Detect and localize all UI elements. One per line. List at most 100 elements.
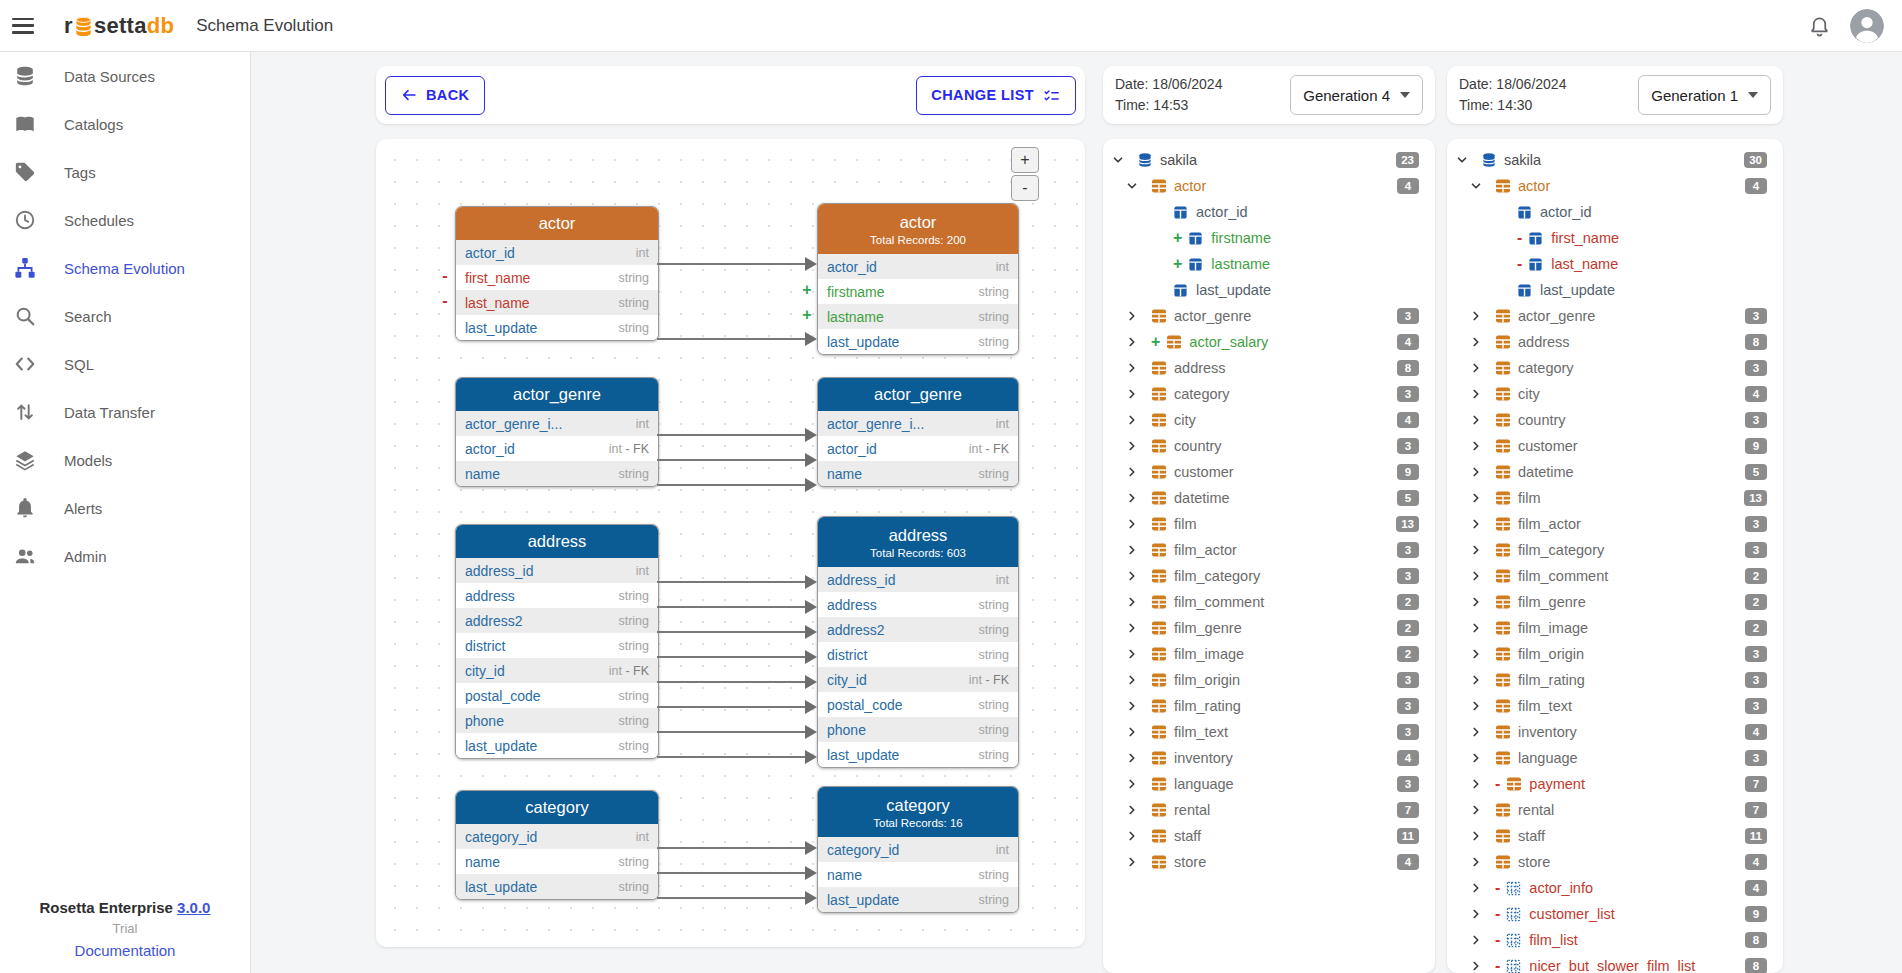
chevron-right-icon[interactable]: [1469, 465, 1495, 479]
tree-item-actor_genre[interactable]: actor_genre3: [1447, 303, 1783, 329]
tree-item-film_genre[interactable]: film_genre2: [1103, 615, 1435, 641]
tree-item-film[interactable]: film13: [1103, 511, 1435, 537]
chevron-right-icon[interactable]: [1125, 543, 1151, 557]
chevron-right-icon[interactable]: [1469, 335, 1495, 349]
tree-item-address[interactable]: address8: [1103, 355, 1435, 381]
chevron-right-icon[interactable]: [1125, 439, 1151, 453]
chevron-right-icon[interactable]: [1469, 647, 1495, 661]
chevron-down-icon[interactable]: [1469, 179, 1495, 193]
tree-item-nicer_but_slower_film_list[interactable]: -nicer_but_slower_film_list8: [1447, 953, 1783, 973]
tree-item-actor_id[interactable]: actor_id: [1103, 199, 1435, 225]
chevron-right-icon[interactable]: [1125, 803, 1151, 817]
tree-item-actor_info[interactable]: -actor_info4: [1447, 875, 1783, 901]
er-table-actor_genre-left[interactable]: actor_genre actor_genre_i... int actor_i…: [455, 377, 659, 487]
tree-item-film_text[interactable]: film_text3: [1447, 693, 1783, 719]
chevron-right-icon[interactable]: [1125, 751, 1151, 765]
chevron-down-icon[interactable]: [1125, 179, 1151, 193]
chevron-down-icon[interactable]: [1455, 153, 1481, 167]
tree-item-language[interactable]: language3: [1447, 745, 1783, 771]
chevron-right-icon[interactable]: [1469, 803, 1495, 817]
chevron-right-icon[interactable]: [1469, 361, 1495, 375]
tree-item-film_list[interactable]: -film_list8: [1447, 927, 1783, 953]
change-list-button[interactable]: CHANGE LIST: [916, 76, 1076, 115]
chevron-right-icon[interactable]: [1125, 491, 1151, 505]
chevron-right-icon[interactable]: [1469, 673, 1495, 687]
tree-item-film_origin[interactable]: film_origin3: [1103, 667, 1435, 693]
chevron-right-icon[interactable]: [1125, 699, 1151, 713]
tree-item-city[interactable]: city4: [1447, 381, 1783, 407]
tree-item-film_actor[interactable]: film_actor3: [1103, 537, 1435, 563]
tree-item-actor[interactable]: actor4: [1103, 173, 1435, 199]
tree-item-film_comment[interactable]: film_comment2: [1103, 589, 1435, 615]
chevron-right-icon[interactable]: [1469, 543, 1495, 557]
sidebar-item-models[interactable]: Models: [0, 436, 250, 484]
tree-item-customer_list[interactable]: -customer_list9: [1447, 901, 1783, 927]
tree-item-last_name[interactable]: -last_name: [1447, 251, 1783, 277]
chevron-right-icon[interactable]: [1125, 465, 1151, 479]
tree-item-address[interactable]: address8: [1447, 329, 1783, 355]
tree-item-rental[interactable]: rental7: [1447, 797, 1783, 823]
tree-item-film_category[interactable]: film_category3: [1103, 563, 1435, 589]
chevron-right-icon[interactable]: [1469, 751, 1495, 765]
tree-item-customer[interactable]: customer9: [1103, 459, 1435, 485]
tree-item-datetime[interactable]: datetime5: [1447, 459, 1783, 485]
chevron-right-icon[interactable]: [1125, 725, 1151, 739]
tree-item-lastname[interactable]: +lastname: [1103, 251, 1435, 277]
tree-item-film_text[interactable]: film_text3: [1103, 719, 1435, 745]
tree-item-city[interactable]: city4: [1103, 407, 1435, 433]
sidebar-item-admin[interactable]: Admin: [0, 532, 250, 580]
er-table-address-left[interactable]: address address_id int address string ad…: [455, 524, 659, 759]
back-button[interactable]: BACK: [385, 76, 485, 115]
zoom-in-button[interactable]: +: [1011, 147, 1039, 173]
tree-item-rental[interactable]: rental7: [1103, 797, 1435, 823]
er-table-address-right[interactable]: address Total Records: 603 address_id in…: [817, 516, 1019, 768]
sidebar-item-sql[interactable]: SQL: [0, 340, 250, 388]
chevron-right-icon[interactable]: [1469, 699, 1495, 713]
tree-item-staff[interactable]: staff11: [1103, 823, 1435, 849]
chevron-right-icon[interactable]: [1125, 569, 1151, 583]
chevron-right-icon[interactable]: [1125, 413, 1151, 427]
tree-item-datetime[interactable]: datetime5: [1103, 485, 1435, 511]
chevron-right-icon[interactable]: [1469, 517, 1495, 531]
er-table-actor_genre-right[interactable]: actor_genre actor_genre_i... int actor_i…: [817, 377, 1019, 487]
version-link[interactable]: 3.0.0: [177, 899, 210, 916]
chevron-right-icon[interactable]: [1125, 517, 1151, 531]
tree-item-staff[interactable]: staff11: [1447, 823, 1783, 849]
chevron-right-icon[interactable]: [1125, 777, 1151, 791]
schema-diagram-canvas[interactable]: + - actor actor_id int first_name string…: [376, 139, 1085, 947]
sidebar-item-data-sources[interactable]: Data Sources: [0, 52, 250, 100]
tree-item-category[interactable]: category3: [1447, 355, 1783, 381]
tree-item-film_origin[interactable]: film_origin3: [1447, 641, 1783, 667]
sidebar-item-data-transfer[interactable]: Data Transfer: [0, 388, 250, 436]
chevron-right-icon[interactable]: [1125, 361, 1151, 375]
tree-item-last_update[interactable]: last_update: [1103, 277, 1435, 303]
sidebar-item-catalogs[interactable]: Catalogs: [0, 100, 250, 148]
tree-item-actor_id[interactable]: actor_id: [1447, 199, 1783, 225]
chevron-right-icon[interactable]: [1125, 829, 1151, 843]
chevron-right-icon[interactable]: [1125, 309, 1151, 323]
chevron-down-icon[interactable]: [1111, 153, 1137, 167]
sidebar-item-schedules[interactable]: Schedules: [0, 196, 250, 244]
sidebar-item-search[interactable]: Search: [0, 292, 250, 340]
er-table-category-left[interactable]: category category_id int name string las…: [455, 790, 659, 900]
chevron-right-icon[interactable]: [1469, 933, 1495, 947]
tree-item-actor_genre[interactable]: actor_genre3: [1103, 303, 1435, 329]
chevron-right-icon[interactable]: [1469, 855, 1495, 869]
chevron-right-icon[interactable]: [1125, 855, 1151, 869]
chevron-right-icon[interactable]: [1469, 777, 1495, 791]
chevron-right-icon[interactable]: [1469, 491, 1495, 505]
chevron-right-icon[interactable]: [1469, 907, 1495, 921]
tree-item-film_genre[interactable]: film_genre2: [1447, 589, 1783, 615]
tree-item-film_rating[interactable]: film_rating3: [1103, 693, 1435, 719]
chevron-right-icon[interactable]: [1469, 439, 1495, 453]
tree-item-film[interactable]: film13: [1447, 485, 1783, 511]
tree-item-film_actor[interactable]: film_actor3: [1447, 511, 1783, 537]
tree-item-inventory[interactable]: inventory4: [1103, 745, 1435, 771]
chevron-right-icon[interactable]: [1125, 595, 1151, 609]
tree-item-sakila[interactable]: sakila30: [1447, 147, 1783, 173]
sidebar-item-schema-evolution[interactable]: Schema Evolution: [0, 244, 250, 292]
menu-icon[interactable]: [12, 18, 34, 34]
generation-select-right[interactable]: Generation 1: [1638, 75, 1771, 115]
tree-item-country[interactable]: country3: [1103, 433, 1435, 459]
tree-item-film_image[interactable]: film_image2: [1103, 641, 1435, 667]
